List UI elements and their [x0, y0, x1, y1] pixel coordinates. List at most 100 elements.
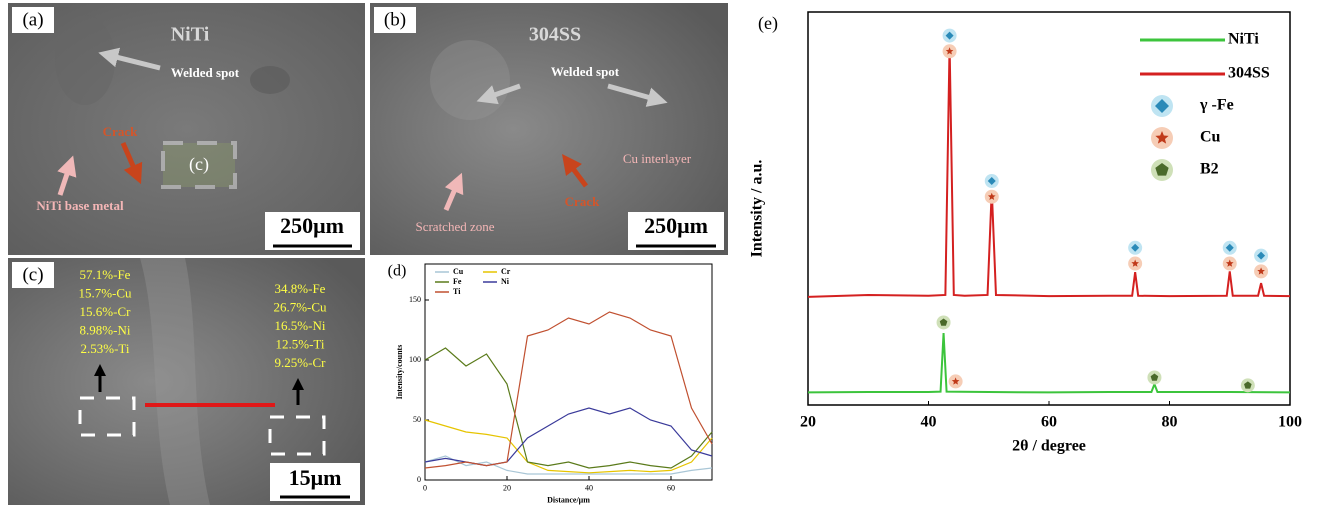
data-line	[424, 347, 713, 469]
panel-title: 304SS	[529, 24, 581, 46]
panel-label: (c)	[22, 264, 43, 285]
panel-b: (b) 304SS Welded spot Cu interlayer Crac…	[370, 3, 728, 255]
arrow	[98, 47, 161, 71]
x-tick-label: 100	[1278, 413, 1302, 430]
phase-marker	[1155, 99, 1169, 113]
phase-marker	[1131, 243, 1140, 252]
legend-label: Cu	[453, 267, 464, 276]
phase-marker	[987, 192, 996, 200]
composition-label: 12.5%-Ti	[275, 336, 324, 351]
legend-label: 304SS	[1228, 65, 1270, 82]
x-tick-label: 80	[1162, 413, 1178, 430]
phase-marker	[1225, 243, 1234, 252]
data-line	[424, 311, 713, 469]
phase-marker	[1155, 163, 1169, 176]
phase-marker	[939, 318, 948, 326]
scale-box	[265, 212, 360, 250]
x-tick-label: 40	[585, 484, 593, 493]
panel-label: (a)	[22, 9, 43, 30]
scale-label: 15μm	[289, 465, 342, 490]
phase-marker	[1244, 381, 1252, 389]
region-box	[161, 141, 237, 189]
annotation: Welded spot	[171, 65, 240, 80]
arrow	[57, 155, 77, 196]
x-axis-label: 2θ / degree	[1012, 437, 1086, 454]
composition-label: 16.5%-Ni	[275, 318, 326, 333]
arrow	[607, 83, 668, 107]
phase-marker	[1257, 251, 1266, 260]
y-axis-label: Intensity / a.u.	[749, 160, 766, 258]
arrow	[562, 154, 588, 188]
x-tick-label: 20	[800, 413, 816, 430]
legend-label: Cr	[501, 267, 511, 276]
x-tick-label: 60	[667, 484, 675, 493]
x-tick-label: 20	[503, 484, 511, 493]
label-box	[12, 7, 54, 33]
arrow	[476, 83, 521, 105]
data-line	[807, 333, 1291, 394]
scale-label: 250μm	[644, 213, 708, 238]
texture	[430, 40, 510, 120]
panel-c: (c) 57.1%-Fe 15.7%-Cu 15.6%-Cr 8.98%-Ni 2.53…	[8, 258, 365, 505]
composition-label: 8.98%-Ni	[80, 322, 131, 337]
arrow	[120, 141, 143, 185]
legend-label: Fe	[453, 277, 462, 286]
legend-label: NiTi	[1228, 31, 1259, 48]
x-tick-label: 40	[921, 413, 937, 430]
panel-a: (a) NiTi Welded spot Crack (c) NiTi base…	[8, 3, 365, 255]
y-tick-label: 100	[409, 355, 421, 364]
label-box	[374, 7, 416, 33]
phase-marker	[1150, 373, 1159, 381]
chart-d: 0 20 40 60 0 50 100 150 Distance/μm Intensity/cou…	[395, 263, 713, 505]
texture	[140, 258, 210, 505]
panel-label: (b)	[384, 9, 406, 30]
plot-frame	[424, 263, 713, 481]
region-label: (c)	[189, 154, 209, 175]
y-axis-label: Intensity/counts	[395, 345, 404, 400]
legend-label: Ni	[501, 277, 510, 286]
legend-label: γ -Fe	[1199, 97, 1234, 114]
phase-marker	[1131, 259, 1139, 267]
composition-label: 34.8%-Fe	[275, 281, 326, 296]
plot-frame	[807, 11, 1291, 406]
phase-marker	[945, 47, 954, 55]
annotation: Crack	[103, 124, 138, 139]
data-line	[424, 419, 713, 474]
legend-label: Cu	[1200, 129, 1221, 146]
scale-label: 250μm	[280, 213, 344, 238]
composition-label: 2.53%-Ti	[80, 341, 129, 356]
y-tick-label: 50	[413, 415, 421, 424]
panel-title: NiTi	[171, 24, 210, 46]
texture	[55, 15, 115, 105]
phase-marker	[1225, 259, 1234, 267]
x-tick-label: 60	[1041, 413, 1057, 430]
scale-box	[270, 463, 360, 501]
annotation: NiTi base metal	[36, 198, 124, 213]
scale-box	[628, 212, 724, 250]
phase-marker	[987, 176, 996, 185]
composition-label: 15.6%-Cr	[80, 304, 132, 319]
composition-label: 9.25%-Cr	[275, 355, 327, 370]
composition-label: 26.7%-Cu	[273, 299, 327, 314]
phase-marker	[1155, 131, 1169, 144]
x-tick-label: 0	[423, 484, 427, 493]
annotation: Scratched zone	[415, 219, 494, 234]
y-tick-label: 150	[409, 295, 421, 304]
phase-marker	[945, 31, 954, 40]
data-line	[807, 44, 1291, 298]
legend-label: B2	[1200, 161, 1219, 178]
panel-label: (d)	[388, 263, 407, 280]
composition-label: 15.7%-Cu	[78, 285, 132, 300]
annotation: Welded spot	[551, 64, 620, 79]
x-axis-label: Distance/μm	[547, 496, 590, 505]
annotation: Crack	[565, 194, 600, 209]
region-box	[78, 396, 136, 437]
label-box	[12, 262, 54, 288]
data-line	[424, 455, 713, 475]
panel-label: (e)	[758, 13, 778, 34]
phase-marker	[951, 377, 960, 385]
legend-label: Ti	[453, 287, 461, 296]
texture	[250, 66, 290, 94]
